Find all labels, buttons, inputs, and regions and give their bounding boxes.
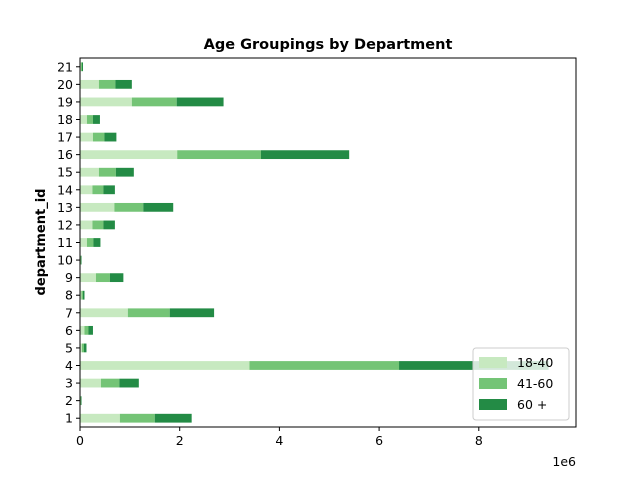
- legend-label: 41-60: [517, 376, 553, 391]
- x-tick-label: 4: [275, 433, 283, 448]
- y-tick-label: 6: [65, 323, 73, 338]
- y-tick-label: 15: [57, 165, 73, 180]
- legend: 18-40 41-60 60 +: [473, 348, 569, 420]
- legend-label: 60 +: [517, 397, 547, 412]
- bar-dept-5-series-3: [84, 344, 86, 353]
- y-tick-label: 12: [57, 217, 73, 232]
- bar-dept-12-series-1: [80, 221, 92, 230]
- y-tick-label: 17: [57, 130, 73, 145]
- bar-dept-15-series-2: [99, 168, 116, 177]
- y-tick-label: 8: [65, 288, 73, 303]
- x-tick-label: 8: [475, 433, 483, 448]
- x-tick-label: 6: [375, 433, 383, 448]
- bar-dept-11-series-3: [93, 238, 100, 247]
- legend-swatch: [479, 357, 507, 368]
- bar-dept-6-series-1: [80, 326, 84, 335]
- bar-dept-12-series-3: [103, 221, 114, 230]
- y-tick-label: 1: [65, 411, 73, 426]
- y-tick-label: 7: [65, 305, 73, 320]
- bar-dept-11-series-2: [87, 238, 93, 247]
- y-tick-label: 18: [57, 112, 73, 127]
- bar-dept-9-series-3: [110, 273, 123, 282]
- y-tick-label: 5: [65, 340, 73, 355]
- y-tick-label: 3: [65, 376, 73, 391]
- bar-dept-18-series-1: [80, 115, 87, 124]
- bar-dept-6-series-2: [84, 326, 88, 335]
- bar-dept-4-series-1: [80, 361, 249, 370]
- bar-dept-13-series-2: [114, 203, 143, 212]
- bar-dept-20-series-2: [99, 80, 115, 89]
- y-tick-label: 21: [57, 59, 73, 74]
- bar-dept-3-series-1: [80, 379, 101, 388]
- bar-dept-17-series-1: [80, 133, 93, 142]
- bar-dept-8-series-2: [81, 291, 82, 300]
- bar-dept-9-series-2: [96, 273, 110, 282]
- bar-dept-1-series-1: [80, 414, 120, 423]
- bar-dept-11-series-1: [80, 238, 87, 247]
- bar-dept-19-series-2: [132, 98, 177, 107]
- y-tick-label: 2: [65, 393, 73, 408]
- bar-dept-18-series-2: [87, 115, 93, 124]
- x-scale-label: 1e6: [552, 454, 576, 469]
- bar-dept-18-series-3: [93, 115, 100, 124]
- x-tick-label: 0: [76, 433, 84, 448]
- legend-label: 18-40: [517, 355, 553, 370]
- chart-title: Age Groupings by Department: [204, 37, 453, 53]
- bar-dept-1-series-3: [155, 414, 192, 423]
- bar-dept-17-series-2: [93, 133, 104, 142]
- bar-dept-9-series-1: [80, 273, 96, 282]
- bar-dept-6-series-3: [88, 326, 92, 335]
- y-tick-label: 14: [57, 182, 73, 197]
- y-tick-label: 9: [65, 270, 73, 285]
- bar-dept-15-series-3: [116, 168, 134, 177]
- bar-dept-16-series-2: [177, 150, 261, 159]
- y-axis-label: department_id: [34, 189, 49, 296]
- bar-dept-8-series-3: [83, 291, 84, 300]
- x-tick-label: 2: [176, 433, 184, 448]
- y-tick-label: 16: [57, 147, 73, 162]
- bar-dept-21-series-2: [81, 62, 82, 71]
- bar-dept-14-series-1: [80, 185, 92, 194]
- y-tick-label: 19: [57, 94, 73, 109]
- bar-dept-3-series-2: [101, 379, 119, 388]
- bar-dept-13-series-3: [143, 203, 173, 212]
- legend-swatch: [479, 378, 507, 389]
- bar-dept-19-series-1: [80, 98, 132, 107]
- bar-dept-13-series-1: [80, 203, 114, 212]
- bar-dept-7-series-2: [128, 308, 170, 317]
- bar-dept-15-series-1: [80, 168, 99, 177]
- bar-dept-20-series-3: [115, 80, 131, 89]
- bar-dept-3-series-3: [119, 379, 138, 388]
- bar-dept-14-series-2: [92, 185, 103, 194]
- bar-dept-14-series-3: [103, 185, 114, 194]
- bar-dept-19-series-3: [177, 98, 224, 107]
- bar-dept-1-series-2: [120, 414, 155, 423]
- bar-dept-7-series-1: [80, 308, 128, 317]
- bar-dept-16-series-1: [80, 150, 177, 159]
- bar-dept-12-series-2: [92, 221, 103, 230]
- y-tick-label: 11: [57, 235, 73, 250]
- legend-swatch: [479, 399, 507, 410]
- bar-dept-20-series-1: [80, 80, 99, 89]
- bar-dept-17-series-3: [104, 133, 116, 142]
- bar-dept-16-series-3: [261, 150, 349, 159]
- bar-dept-4-series-2: [249, 361, 399, 370]
- bar-dept-21-series-3: [82, 62, 83, 71]
- bar-dept-5-series-2: [82, 344, 84, 353]
- y-tick-label: 20: [57, 77, 73, 92]
- bar-dept-7-series-3: [170, 308, 214, 317]
- y-tick-label: 10: [57, 253, 73, 268]
- y-tick-label: 4: [65, 358, 73, 373]
- y-tick-label: 13: [57, 200, 73, 215]
